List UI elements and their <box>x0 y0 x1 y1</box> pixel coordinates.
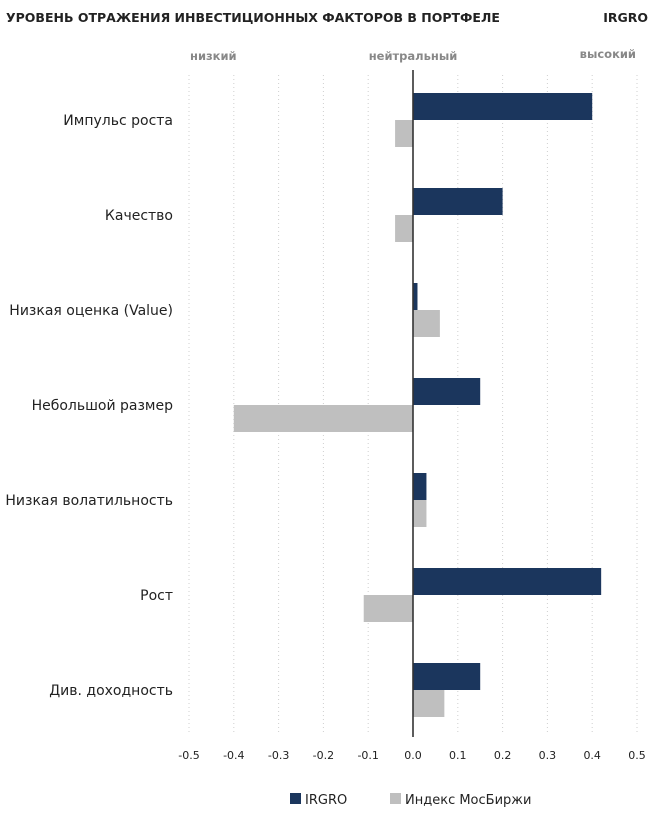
category-label: Качество <box>105 208 173 224</box>
bar-irgro <box>413 378 481 405</box>
legend-swatch <box>390 793 401 804</box>
legend-label: Индекс МосБиржи <box>405 793 531 808</box>
x-tick-label: -0.1 <box>357 749 378 762</box>
legend-label: IRGRO <box>305 793 347 808</box>
x-tick-labels: -0.5 -0.4 -0.3 -0.2 -0.1 0.0 0.1 0.2 0.3 0.4 0.5 <box>178 749 645 762</box>
bar-moex-index <box>233 405 413 432</box>
bar-irgro <box>413 283 418 310</box>
category-label: Див. доходность <box>49 683 173 699</box>
chart-title: УРОВЕНЬ ОТРАЖЕНИЯ ИНВЕСТИЦИОННЫХ ФАКТОРО… <box>6 10 500 25</box>
category-labels: Импульс роста Качество Низкая оценка (Valu… <box>5 113 173 699</box>
region-label-low: низкий <box>190 49 237 63</box>
category-label: Небольшой размер <box>32 398 174 414</box>
category-label: Рост <box>140 588 173 604</box>
x-tick-label: -0.5 <box>178 749 199 762</box>
bar-moex-index <box>413 310 440 337</box>
bars <box>233 93 602 717</box>
bar-moex-index <box>413 690 445 717</box>
x-tick-label: 0.1 <box>449 749 467 762</box>
bar-irgro <box>413 188 503 215</box>
x-tick-label: 0.2 <box>494 749 512 762</box>
category-label: Импульс роста <box>63 113 173 129</box>
bar-irgro <box>413 663 481 690</box>
x-tick-label: 0.5 <box>628 749 646 762</box>
x-tick-label: -0.4 <box>223 749 244 762</box>
bar-irgro <box>413 568 602 595</box>
bar-moex-index <box>395 120 413 147</box>
region-label-high: высокий <box>580 47 636 61</box>
x-tick-label: -0.3 <box>268 749 289 762</box>
bar-irgro <box>413 473 427 500</box>
bar-moex-index <box>363 595 413 622</box>
chart-ticker: IRGRO <box>603 10 648 25</box>
bar-moex-index <box>395 215 413 242</box>
bar-moex-index <box>413 500 427 527</box>
category-label: Низкая оценка (Value) <box>9 303 173 319</box>
x-tick-label: 0.4 <box>583 749 601 762</box>
region-label-neutral: нейтральный <box>369 49 458 63</box>
legend-swatch <box>290 793 301 804</box>
category-label: Низкая волатильность <box>5 493 173 509</box>
legend: IRGRO Индекс МосБиржи <box>290 793 531 808</box>
bar-irgro <box>413 93 593 120</box>
x-tick-label: 0.0 <box>404 749 422 762</box>
x-tick-label: -0.2 <box>313 749 334 762</box>
x-tick-label: 0.3 <box>539 749 557 762</box>
